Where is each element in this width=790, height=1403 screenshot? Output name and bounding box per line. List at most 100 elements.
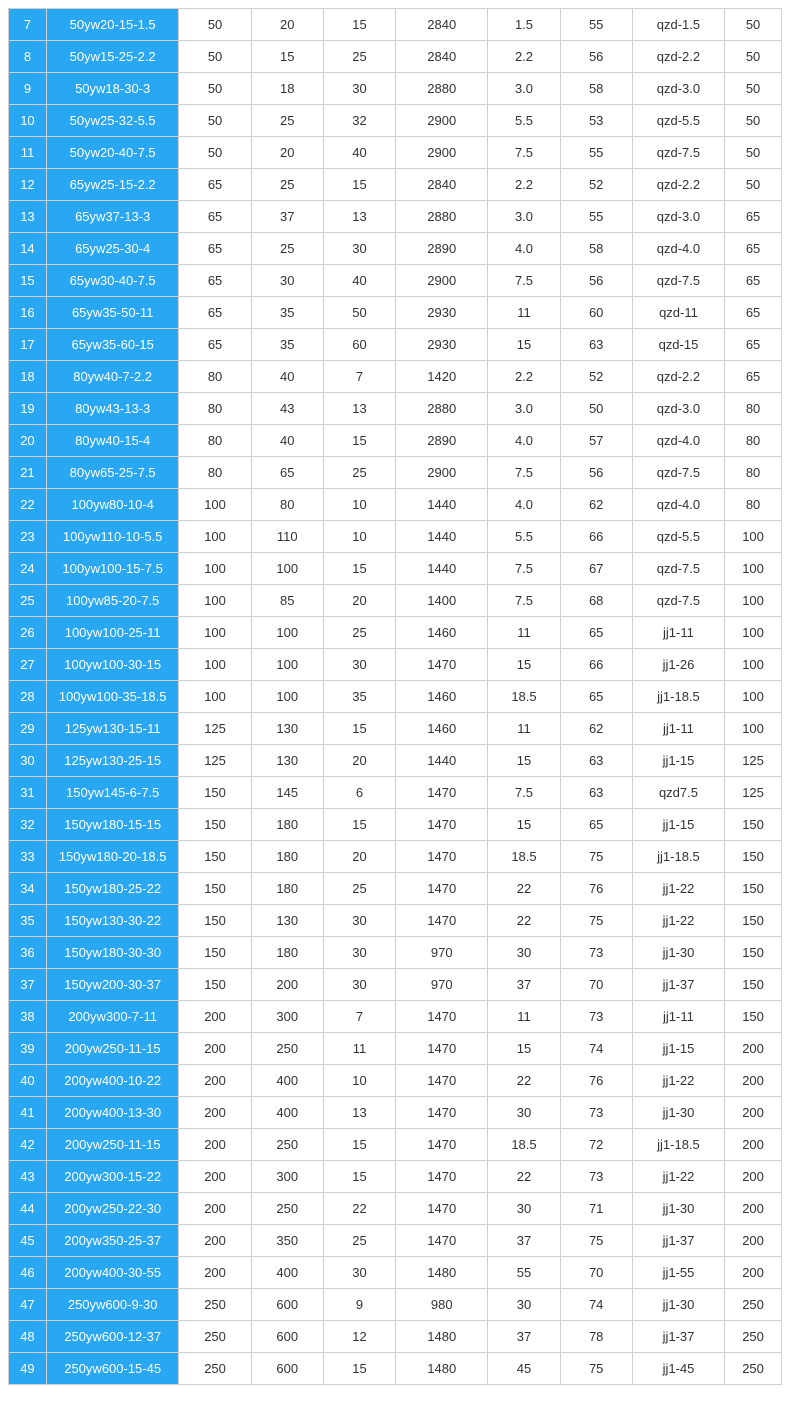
table-cell: 37	[488, 1225, 560, 1257]
table-cell: 50	[560, 393, 632, 425]
table-cell: 19	[9, 393, 47, 425]
table-cell: 65	[179, 297, 251, 329]
table-cell: 150	[179, 777, 251, 809]
table-cell: qzd-2.2	[632, 169, 724, 201]
table-cell: 100	[725, 617, 782, 649]
table-cell: 48	[9, 1321, 47, 1353]
table-cell: 65yw30-40-7.5	[46, 265, 179, 297]
table-cell: jj1-26	[632, 649, 724, 681]
table-cell: 46	[9, 1257, 47, 1289]
table-cell: 145	[251, 777, 323, 809]
table-cell: 9	[9, 73, 47, 105]
table-cell: 400	[251, 1065, 323, 1097]
table-cell: 30	[323, 905, 395, 937]
table-cell: 150	[179, 841, 251, 873]
table-cell: 1480	[396, 1321, 488, 1353]
table-row: 2180yw65-25-7.580652529007.556qzd-7.580	[9, 457, 782, 489]
table-cell: 50	[179, 137, 251, 169]
table-cell: jj1-15	[632, 809, 724, 841]
table-cell: 7	[323, 1001, 395, 1033]
table-cell: 65yw37-13-3	[46, 201, 179, 233]
table-cell: 50yw20-40-7.5	[46, 137, 179, 169]
table-cell: 36	[9, 937, 47, 969]
table-cell: 100	[251, 553, 323, 585]
table-cell: 30	[488, 1193, 560, 1225]
table-cell: 200	[179, 1193, 251, 1225]
table-cell: 15	[488, 745, 560, 777]
table-cell: 50	[179, 41, 251, 73]
table-cell: 14	[9, 233, 47, 265]
table-cell: 10	[9, 105, 47, 137]
table-cell: 250	[179, 1289, 251, 1321]
table-cell: 56	[560, 457, 632, 489]
table-cell: 50yw18-30-3	[46, 73, 179, 105]
table-cell: 150	[725, 873, 782, 905]
table-cell: qzd-5.5	[632, 105, 724, 137]
table-row: 24100yw100-15-7.51001001514407.567qzd-7.…	[9, 553, 782, 585]
table-cell: 200yw250-22-30	[46, 1193, 179, 1225]
table-row: 42200yw250-11-1520025015147018.572jj1-18…	[9, 1129, 782, 1161]
table-cell: 73	[560, 1001, 632, 1033]
table-cell: 15	[323, 1353, 395, 1385]
table-cell: qzd-2.2	[632, 361, 724, 393]
table-row: 45200yw350-25-372003502514703775jj1-3720…	[9, 1225, 782, 1257]
table-cell: 43	[9, 1161, 47, 1193]
table-cell: qzd-15	[632, 329, 724, 361]
table-cell: 110	[251, 521, 323, 553]
table-cell: 1470	[396, 1001, 488, 1033]
table-cell: 58	[560, 73, 632, 105]
table-cell: 150	[725, 905, 782, 937]
table-cell: 130	[251, 905, 323, 937]
table-cell: jj1-18.5	[632, 1129, 724, 1161]
table-cell: 100	[725, 585, 782, 617]
table-cell: 250	[725, 1321, 782, 1353]
table-cell: 1470	[396, 1065, 488, 1097]
table-cell: 125yw130-25-15	[46, 745, 179, 777]
table-cell: 32	[9, 809, 47, 841]
table-cell: 75	[560, 841, 632, 873]
table-cell: 1470	[396, 1161, 488, 1193]
table-cell: 250	[251, 1129, 323, 1161]
table-row: 39200yw250-11-152002501114701574jj1-1520…	[9, 1033, 782, 1065]
table-cell: 25	[251, 105, 323, 137]
table-cell: 2840	[396, 41, 488, 73]
table-cell: 80	[725, 393, 782, 425]
table-cell: 49	[9, 1353, 47, 1385]
table-cell: qzd-3.0	[632, 73, 724, 105]
table-row: 47250yw600-9-3025060099803074jj1-30250	[9, 1289, 782, 1321]
table-cell: 80yw40-7-2.2	[46, 361, 179, 393]
table-cell: 50yw25-32-5.5	[46, 105, 179, 137]
table-row: 29125yw130-15-111251301514601162jj1-1110…	[9, 713, 782, 745]
table-row: 1765yw35-60-1565356029301563qzd-1565	[9, 329, 782, 361]
table-cell: 150yw180-25-22	[46, 873, 179, 905]
table-cell: 80yw43-13-3	[46, 393, 179, 425]
table-cell: 72	[560, 1129, 632, 1161]
table-row: 1665yw35-50-1165355029301160qzd-1165	[9, 297, 782, 329]
table-cell: 2.2	[488, 41, 560, 73]
table-cell: 50	[725, 9, 782, 41]
table-cell: 50yw20-15-1.5	[46, 9, 179, 41]
table-cell: 980	[396, 1289, 488, 1321]
table-cell: 65	[179, 201, 251, 233]
table-cell: 125yw130-15-11	[46, 713, 179, 745]
table-cell: 11	[323, 1033, 395, 1065]
table-cell: qzd-1.5	[632, 9, 724, 41]
table-cell: 200	[179, 1161, 251, 1193]
table-cell: 71	[560, 1193, 632, 1225]
table-cell: 11	[9, 137, 47, 169]
table-cell: 15	[323, 425, 395, 457]
table-cell: 15	[488, 649, 560, 681]
table-row: 1365yw37-13-365371328803.055qzd-3.065	[9, 201, 782, 233]
table-cell: 15	[323, 713, 395, 745]
table-cell: 1460	[396, 713, 488, 745]
table-cell: 15	[488, 1033, 560, 1065]
table-cell: 200yw250-11-15	[46, 1129, 179, 1161]
table-cell: qzd-4.0	[632, 233, 724, 265]
table-cell: 13	[323, 1097, 395, 1129]
table-cell: 2880	[396, 73, 488, 105]
table-cell: 25	[323, 41, 395, 73]
table-cell: 40	[323, 137, 395, 169]
table-cell: 55	[560, 9, 632, 41]
table-cell: 2900	[396, 105, 488, 137]
table-cell: jj1-30	[632, 937, 724, 969]
